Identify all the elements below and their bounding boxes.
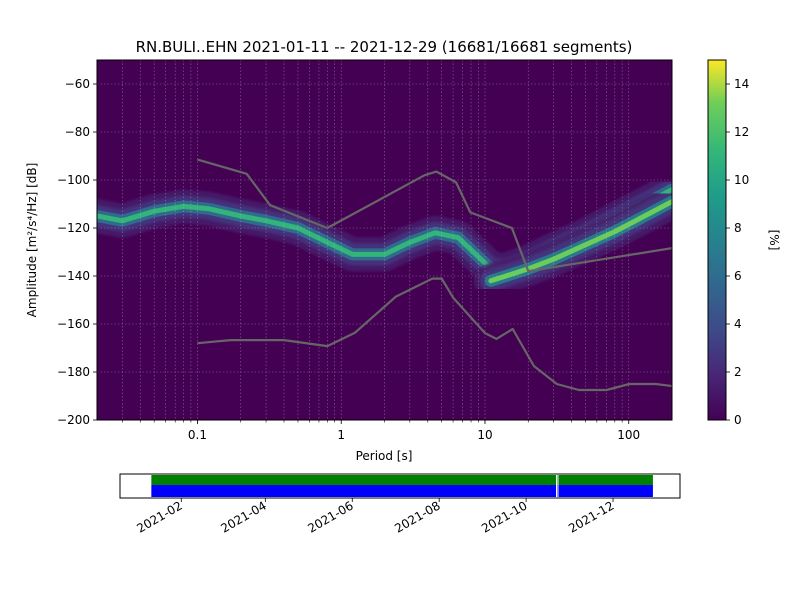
timeline-ticks: 2021-02 2021-04 2021-06 2021-08 2021-10 2021-… bbox=[134, 498, 617, 536]
high-noise-model-line bbox=[197, 158, 672, 273]
colorbar-tick-label: 6 bbox=[734, 269, 742, 283]
colorbar-tick-label: 2 bbox=[734, 365, 742, 379]
y-tick-label: −160 bbox=[57, 317, 90, 331]
y-axis-ticks: −60 −80 −100 −120 −140 −160 −180 −200 bbox=[57, 77, 97, 427]
colorbar-ticks: 0 2 4 6 8 10 12 14 bbox=[726, 77, 749, 427]
timeline-tick-label: 2021-04 bbox=[218, 498, 268, 535]
psd-heatmap-plot: RN.BULI..EHN 2021-01-11 -- 2021-12-29 (1… bbox=[25, 38, 673, 463]
colorbar-tick-label: 4 bbox=[734, 317, 742, 331]
x-axis-label: Period [s] bbox=[356, 449, 413, 463]
colorbar-gradient bbox=[707, 59, 727, 421]
colorbar-tick-label: 10 bbox=[734, 173, 749, 187]
x-tick-label: 0.1 bbox=[188, 428, 207, 442]
colorbar-tick-label: 12 bbox=[734, 125, 749, 139]
density-band-1-layer-3 bbox=[488, 199, 672, 284]
y-tick-label: −180 bbox=[57, 365, 90, 379]
y-tick-label: −120 bbox=[57, 221, 90, 235]
timeline-tick-label: 2021-10 bbox=[479, 498, 529, 535]
timeline-tick-label: 2021-12 bbox=[566, 498, 616, 535]
coverage-bar-bottom bbox=[151, 485, 653, 497]
timeline-tick-label: 2021-06 bbox=[305, 498, 355, 535]
coverage-gaps bbox=[556, 475, 559, 497]
coverage-gap bbox=[556, 475, 558, 497]
y-tick-label: −100 bbox=[57, 173, 90, 187]
colorbar-tick-label: 14 bbox=[734, 77, 749, 91]
x-tick-label: 100 bbox=[617, 428, 640, 442]
grid-lines bbox=[97, 60, 672, 420]
colorbar-tick-label: 0 bbox=[734, 413, 742, 427]
chart-title: RN.BULI..EHN 2021-01-11 -- 2021-12-29 (1… bbox=[136, 38, 633, 56]
timeline-tick-label: 2021-08 bbox=[392, 498, 442, 535]
timeline-tick-label: 2021-02 bbox=[134, 498, 184, 535]
coverage-gap bbox=[557, 475, 559, 497]
low-noise-model-line bbox=[197, 277, 672, 392]
coverage-timeline: 2021-02 2021-04 2021-06 2021-08 2021-10 2021-… bbox=[119, 473, 681, 536]
y-axis-label: Amplitude [m²/s⁴/Hz] [dB] bbox=[25, 163, 39, 318]
x-tick-label: 10 bbox=[477, 428, 492, 442]
timeline-frame bbox=[119, 473, 681, 499]
y-tick-label: −60 bbox=[65, 77, 90, 91]
coverage-bar-top bbox=[151, 475, 653, 485]
y-tick-label: −140 bbox=[57, 269, 90, 283]
x-tick-label: 1 bbox=[337, 428, 345, 442]
colorbar: 0 2 4 6 8 10 12 14 [%] bbox=[707, 59, 781, 427]
y-tick-label: −200 bbox=[57, 413, 90, 427]
x-axis-ticks: 0.1 1 10 100 bbox=[122, 420, 640, 442]
colorbar-tick-label: 8 bbox=[734, 221, 742, 235]
noise-models bbox=[197, 158, 672, 392]
y-tick-label: −80 bbox=[65, 125, 90, 139]
colorbar-label: [%] bbox=[767, 230, 781, 251]
